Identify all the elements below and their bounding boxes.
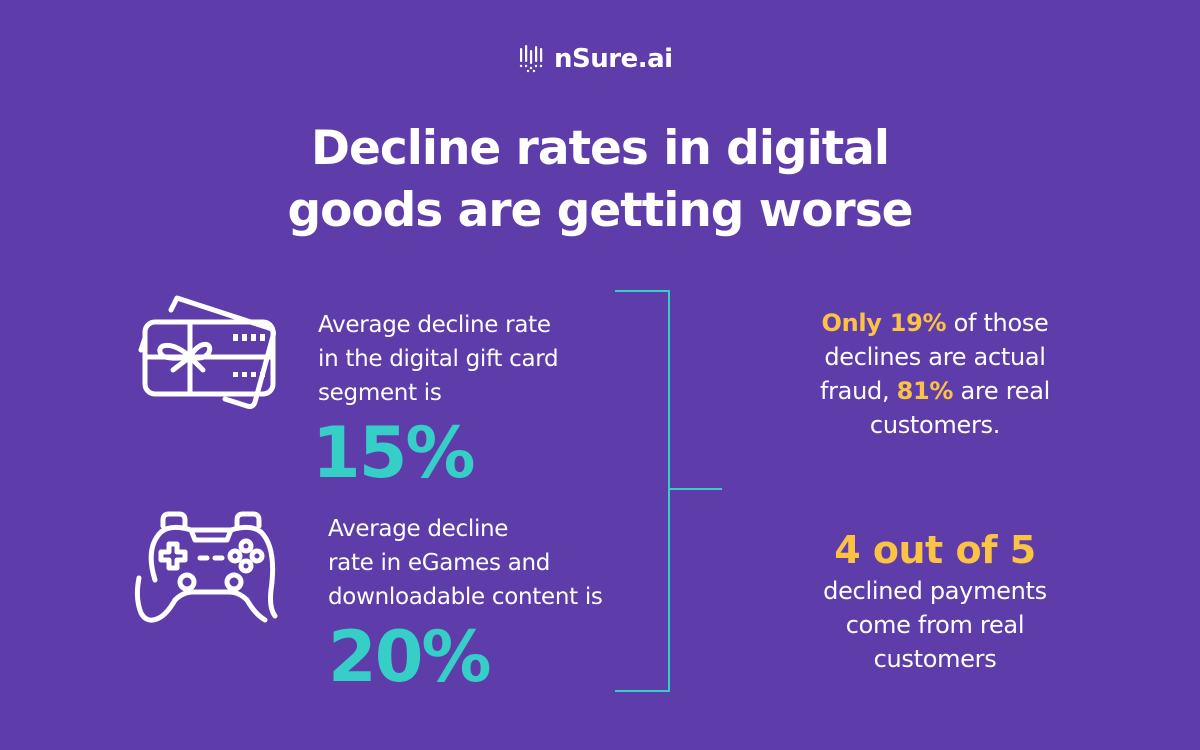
page-title: Decline rates in digital goods are getti… (200, 118, 1000, 242)
bracket-vertical (668, 290, 670, 692)
nsure-logo-icon (519, 45, 543, 73)
insight-text: are real (953, 377, 1051, 405)
insight-line: declines are actual (824, 343, 1046, 371)
stat-line: Average decline (328, 516, 509, 542)
insight-line: declined payments (823, 577, 1047, 605)
insight-line: customers (873, 645, 997, 673)
stat-line: rate in eGames and (328, 550, 551, 576)
title-line-2: goods are getting worse (287, 183, 913, 238)
stat-gift-card-description: Average decline rate in the digital gift… (318, 308, 559, 410)
insight-fraud-share: Only 19% of those declines are actual fr… (780, 306, 1090, 442)
brand-name: nSure.ai (554, 44, 673, 74)
insight-line: Only 19% of those (780, 306, 1090, 340)
bracket-middle (668, 488, 722, 490)
game-controller-icon (134, 511, 278, 623)
title-line-1: Decline rates in digital (311, 121, 890, 176)
gift-card-icon (138, 295, 276, 409)
stat-line: downloadable content is (328, 584, 603, 610)
insight-text: of those (946, 309, 1049, 337)
brand-logo: nSure.ai (518, 42, 673, 76)
insight-line: customers. (869, 411, 1001, 439)
bracket-top (615, 290, 670, 292)
stat-line: in the digital gift card (318, 346, 559, 372)
stat-egames-value: 20% (328, 616, 492, 698)
insight-headline: 4 out of 5 (834, 528, 1036, 572)
highlight-81-percent: 81% (896, 377, 954, 405)
stat-line: segment is (318, 380, 442, 406)
stat-egames-description: Average decline rate in eGames and downl… (328, 512, 603, 614)
highlight-19-percent: Only 19% (821, 309, 947, 337)
stat-line: Average decline rate (318, 312, 551, 338)
insight-line: fraud, 81% are real (780, 374, 1090, 408)
insight-real-customers: 4 out of 5 declined payments come from r… (780, 528, 1090, 676)
insight-line: come from real (845, 611, 1025, 639)
bracket-bottom (615, 690, 670, 692)
stat-gift-card-value: 15% (312, 412, 476, 494)
insight-text: fraud, (819, 377, 897, 405)
